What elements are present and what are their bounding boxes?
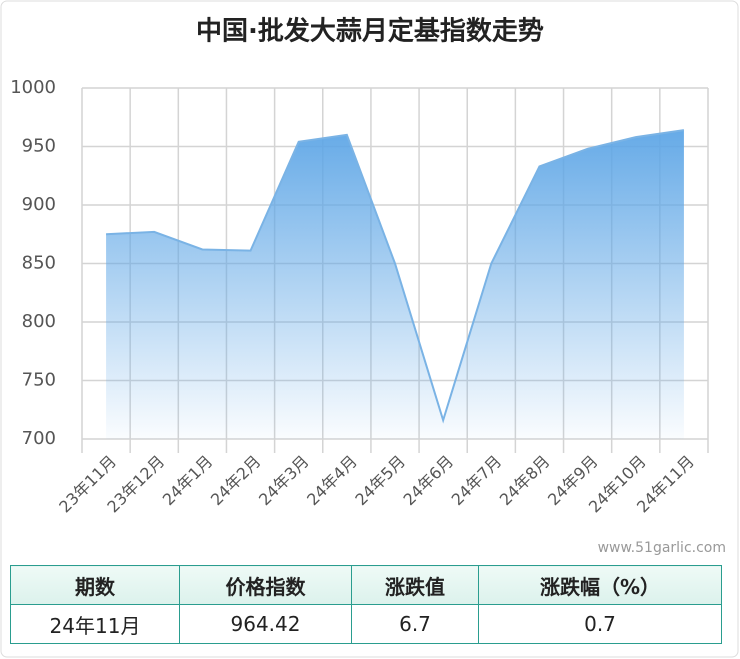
summary-table: 期数 价格指数 涨跌值 涨跌幅（%） 24年11月 964.42 6.7 0.7 — [10, 565, 722, 644]
x-tick-label: 24年3月 — [255, 452, 313, 510]
chart-title: 中国·批发大蒜月定基指数走势 — [196, 16, 544, 47]
header-cell: 期数 — [10, 565, 180, 605]
watermark: www.51garlic.com — [598, 540, 726, 556]
y-tick-label: 850 — [22, 253, 56, 274]
x-tick-label: 24年2月 — [207, 452, 265, 510]
line — [106, 129, 685, 424]
header-cell: 涨跌值 — [351, 565, 479, 605]
header-row: 期数 价格指数 涨跌值 涨跌幅（%） — [10, 565, 722, 605]
x-tick-label: 24年7月 — [448, 452, 506, 510]
data-row: 24年11月 964.42 6.7 0.7 — [10, 604, 722, 644]
y-tick-label: 900 — [22, 194, 56, 215]
y-tick-label: 800 — [22, 311, 56, 332]
header-cell: 价格指数 — [179, 565, 352, 605]
cell: 24年11月 — [10, 604, 180, 644]
y-tick-label: 950 — [22, 136, 56, 157]
x-tick-label: 24年8月 — [496, 452, 554, 510]
y-tick-label: 700 — [22, 428, 56, 449]
area — [106, 130, 684, 439]
y-tick-label: 1000 — [10, 77, 56, 98]
y-tick-label: 750 — [22, 370, 56, 391]
x-tick-label: 24年5月 — [351, 452, 409, 510]
cell: 0.7 — [478, 604, 722, 644]
x-tick-label: 24年6月 — [400, 452, 458, 510]
cell: 6.7 — [351, 604, 479, 644]
x-tick-label: 24年1月 — [159, 452, 217, 510]
header-cell: 涨跌幅（%） — [478, 565, 722, 605]
x-tick-label: 24年4月 — [303, 452, 361, 510]
cell: 964.42 — [179, 604, 352, 644]
